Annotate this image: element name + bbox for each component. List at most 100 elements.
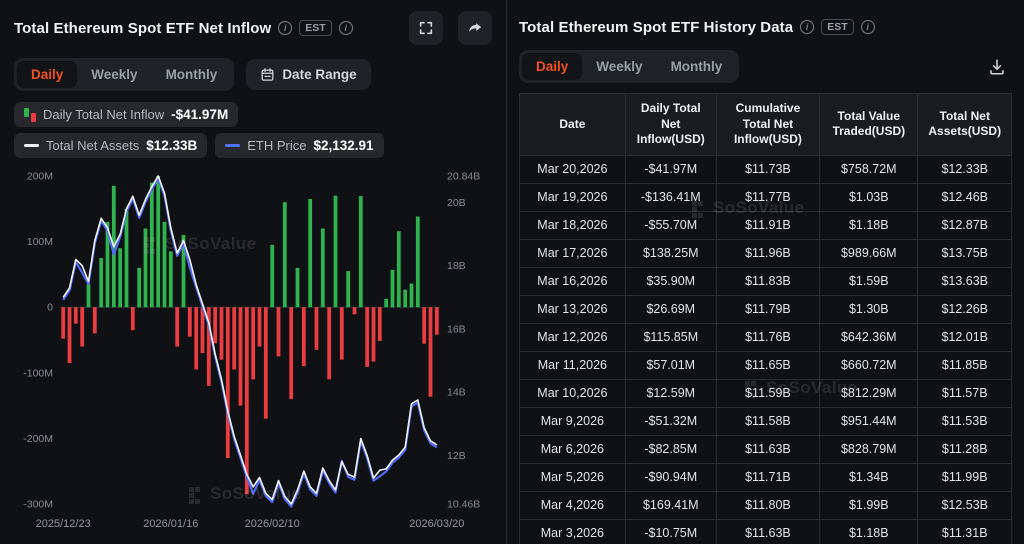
daily-inflow-cell: $115.85M (624, 322, 717, 352)
table-row: Mar 4,2026 $169.41M $11.80B $1.99B $12.53B (519, 490, 1012, 520)
fullscreen-icon (419, 21, 433, 35)
date-cell: Mar 19,2026 (519, 182, 626, 212)
net-assets-cell: $12.33B (917, 154, 1012, 184)
history-table: Date Daily Total Net Inflow(USD) Cumulat… (519, 93, 1012, 544)
info-icon[interactable]: i (800, 20, 815, 34)
date-cell: Mar 20,2026 (519, 154, 626, 184)
svg-text:12B: 12B (447, 450, 466, 462)
daily-inflow-cell: $169.41M (624, 490, 717, 520)
net-assets-cell: $11.99B (917, 462, 1012, 492)
net-assets-cell: $13.63B (917, 266, 1012, 296)
table-row: Mar 12,2026 $115.85M $11.76B $642.36M $12.01… (519, 322, 1012, 352)
date-cell: Mar 9,2026 (519, 406, 626, 436)
legend-daily-net-inflow[interactable]: Daily Total Net Inflow -$41.97M (14, 102, 239, 127)
daily-inflow-cell: $57.01M (624, 350, 717, 380)
value-traded-cell: $1.59B (819, 266, 919, 296)
cumulative-inflow-cell: $11.65B (715, 350, 821, 380)
cumulative-inflow-cell: $11.79B (715, 294, 821, 324)
net-assets-cell: $12.26B (917, 294, 1012, 324)
daily-inflow-cell: -$82.85M (624, 434, 717, 464)
legend-value: -$41.97M (171, 107, 229, 122)
inflow-chart-svg: 200M 100M 0 -100M -200M -300M 20.84B 20B 18B 16B 1… (14, 162, 492, 541)
date-cell: Mar 3,2026 (519, 518, 626, 544)
cumulative-inflow-cell: $11.71B (715, 462, 821, 492)
value-traded-cell: $828.79M (819, 434, 919, 464)
date-range-button[interactable]: Date Range (246, 59, 371, 90)
download-button[interactable] (982, 52, 1012, 82)
svg-text:20.84B: 20.84B (447, 171, 480, 183)
table-row: Mar 17,2026 $138.25M $11.96B $989.66M $13.75… (519, 238, 1012, 268)
tab-daily[interactable]: Daily (522, 53, 583, 80)
info-icon[interactable]: i (338, 21, 353, 35)
daily-inflow-cell: -$90.94M (624, 462, 717, 492)
est-badge: EST (821, 19, 854, 35)
inflow-chart[interactable]: SoSoValue SoSoValue 200M 100M 0 -100M -200M -… (14, 162, 492, 541)
value-traded-cell: $812.29M (819, 378, 919, 408)
white-line-icon (24, 144, 39, 147)
table-row: Mar 9,2026 -$51.32M $11.58B $951.44M $11.53B (519, 406, 1012, 436)
svg-text:18B: 18B (447, 260, 466, 272)
cumulative-inflow-cell: $11.63B (715, 434, 821, 464)
right-panel-header: Total Ethereum Spot ETF History Data i E… (519, 10, 1012, 44)
left-panel-header: Total Ethereum Spot ETF Net Inflow i EST… (14, 10, 492, 46)
history-table-body: Mar 20,2026 -$41.97M $11.73B $758.72M $12.33… (519, 154, 1012, 544)
info-icon[interactable]: i (860, 20, 875, 34)
value-traded-cell: $660.72M (819, 350, 919, 380)
tab-weekly[interactable]: Weekly (596, 59, 643, 74)
net-assets-cell: $12.46B (917, 182, 1012, 212)
share-icon (468, 22, 481, 32)
download-icon (990, 58, 1004, 75)
fullscreen-button[interactable] (409, 11, 443, 45)
chart-controls: Daily Weekly Monthly Date Range (14, 58, 492, 91)
date-cell: Mar 12,2026 (519, 322, 626, 352)
value-traded-cell: $758.72M (819, 154, 919, 184)
svg-text:2025/12/23: 2025/12/23 (36, 518, 91, 530)
net-assets-cell: $11.28B (917, 434, 1012, 464)
table-row: Mar 10,2026 $12.59M $11.59B $812.29M $11.57B (519, 378, 1012, 408)
value-traded-cell: $1.99B (819, 490, 919, 520)
svg-text:16B: 16B (447, 323, 466, 335)
daily-inflow-cell: -$10.75M (624, 518, 717, 544)
history-title: Total Ethereum Spot ETF History Data (519, 18, 794, 36)
legend-eth-price[interactable]: ETH Price $2,132.91 (215, 133, 384, 158)
page-title: Total Ethereum Spot ETF Net Inflow (14, 19, 272, 37)
daily-inflow-cell: $26.69M (624, 294, 717, 324)
legend-label: ETH Price (247, 138, 307, 153)
tab-monthly[interactable]: Monthly (165, 67, 218, 82)
info-icon[interactable]: i (278, 21, 293, 35)
date-cell: Mar 5,2026 (519, 462, 626, 492)
value-traded-cell: $951.44M (819, 406, 919, 436)
tab-daily[interactable]: Daily (17, 61, 78, 88)
date-cell: Mar 4,2026 (519, 490, 626, 520)
legend-value: $2,132.91 (313, 138, 374, 153)
col-net-assets: Total Net Assets(USD) (917, 93, 1012, 156)
blue-line-icon (225, 144, 241, 147)
value-traded-cell: $989.66M (819, 238, 919, 268)
value-traded-cell: $642.36M (819, 322, 919, 352)
cumulative-inflow-cell: $11.59B (715, 378, 821, 408)
date-cell: Mar 16,2026 (519, 266, 626, 296)
cumulative-inflow-cell: $11.80B (715, 490, 821, 520)
table-header-row: Date Daily Total Net Inflow(USD) Cumulat… (519, 93, 1012, 156)
history-period-tabs: Daily Weekly Monthly (519, 50, 740, 83)
value-traded-cell: $1.34B (819, 462, 919, 492)
table-row: Mar 18,2026 -$55.70M $11.91B $1.18B $12.87B (519, 210, 1012, 240)
table-row: Mar 16,2026 $35.90M $11.83B $1.59B $13.63B (519, 266, 1012, 296)
svg-text:-100M: -100M (23, 367, 53, 379)
cumulative-inflow-cell: $11.83B (715, 266, 821, 296)
svg-text:0: 0 (47, 302, 53, 314)
share-button[interactable] (458, 11, 492, 45)
chart-legend: Daily Total Net Inflow -$41.97M Total Ne… (14, 102, 492, 158)
daily-inflow-cell: $138.25M (624, 238, 717, 268)
svg-text:10.46B: 10.46B (447, 499, 480, 511)
tab-weekly[interactable]: Weekly (91, 67, 138, 82)
legend-total-net-assets[interactable]: Total Net Assets $12.33B (14, 133, 208, 158)
cumulative-inflow-cell: $11.63B (715, 518, 821, 544)
daily-inflow-cell: $12.59M (624, 378, 717, 408)
net-assets-cell: $11.85B (917, 350, 1012, 380)
table-row: Mar 19,2026 -$136.41M $11.77B $1.03B $12.46B (519, 182, 1012, 212)
tab-monthly[interactable]: Monthly (670, 59, 723, 74)
svg-text:200M: 200M (27, 171, 53, 183)
table-row: Mar 3,2026 -$10.75M $11.63B $1.18B $11.31B (519, 518, 1012, 544)
svg-text:-300M: -300M (23, 499, 53, 511)
